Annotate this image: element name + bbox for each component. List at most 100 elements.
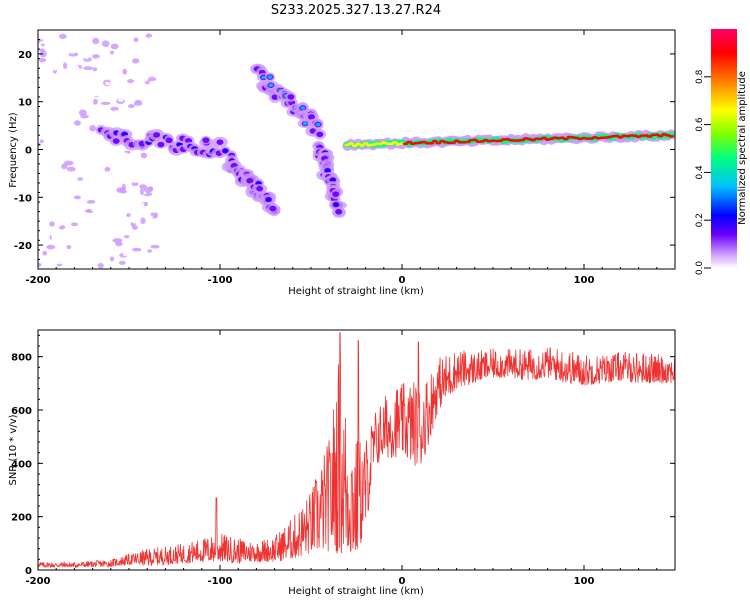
figure-title: S233.2025.327.13.27.R24 bbox=[271, 3, 441, 18]
heatmap-cell bbox=[38, 34, 46, 40]
heatmap-cell bbox=[128, 156, 133, 160]
heatmap-cell bbox=[49, 221, 55, 227]
heatmap-cell bbox=[216, 139, 224, 145]
heatmap-cell bbox=[335, 208, 343, 215]
snr-axes: -200 -100 0 100 0 200 400 600 800 bbox=[11, 330, 676, 587]
heatmap-cell bbox=[42, 257, 48, 263]
heatmap-cell bbox=[111, 36, 118, 42]
heatmap-cell bbox=[302, 121, 308, 126]
heatmap-cell bbox=[54, 83, 63, 91]
heatmap-cell bbox=[94, 202, 102, 210]
heatmap-cell bbox=[113, 148, 121, 153]
heatmap-cell bbox=[38, 190, 46, 195]
heatmap-cell bbox=[39, 121, 49, 129]
heatmap-cell bbox=[68, 87, 76, 95]
heatmap-cell bbox=[362, 141, 369, 145]
heatmap-cell bbox=[140, 217, 146, 225]
heatmap-cell bbox=[77, 256, 86, 262]
heatmap-cell bbox=[98, 177, 104, 182]
heatmap-cell bbox=[135, 158, 144, 163]
heatmap-cell bbox=[122, 224, 128, 231]
heatmap-cell bbox=[88, 249, 97, 255]
heatmap-cell bbox=[99, 159, 108, 164]
heatmap-cell bbox=[48, 57, 55, 64]
heatmap-cell bbox=[102, 211, 112, 218]
heatmap-cell bbox=[402, 142, 409, 146]
heatmap-cell bbox=[157, 141, 165, 148]
colorbar: 0.0 0.2 0.4 0.6 0.8 Normalized spectral ampl… bbox=[695, 29, 748, 275]
heatmap-cell bbox=[64, 103, 73, 111]
heatmap-cell bbox=[110, 43, 119, 50]
snr-panel: -200 -100 0 100 0 200 400 600 800 Height of stra… bbox=[8, 329, 676, 597]
heatmap-cell bbox=[70, 79, 79, 85]
heatmap-cell bbox=[148, 105, 157, 111]
heatmap-cell bbox=[40, 228, 48, 233]
heatmap-cell bbox=[55, 140, 60, 145]
heatmap-cell bbox=[74, 120, 81, 126]
heatmap-cell bbox=[95, 232, 106, 238]
heatmap-cell bbox=[135, 255, 144, 259]
heatmap-cell bbox=[46, 48, 51, 55]
heatmap-cell bbox=[121, 152, 129, 158]
heatmap-cell bbox=[86, 241, 93, 248]
heatmap-cell bbox=[139, 188, 144, 196]
heatmap-cell bbox=[87, 167, 93, 174]
heatmap-x-tick-label: 0 bbox=[399, 275, 406, 286]
heatmap-cell bbox=[84, 69, 94, 77]
snr-series-line bbox=[38, 332, 675, 569]
heatmap-cell bbox=[246, 178, 254, 184]
heatmap-cell bbox=[97, 141, 105, 148]
heatmap-cell bbox=[77, 248, 82, 254]
heatmap-cell bbox=[77, 252, 83, 258]
heatmap-cell bbox=[63, 160, 74, 166]
heatmap-y-tick-label: 0 bbox=[25, 146, 32, 157]
heatmap-cell bbox=[122, 251, 131, 257]
heatmap-cell bbox=[150, 244, 160, 249]
heatmap-cell bbox=[150, 115, 158, 119]
heatmap-cell bbox=[39, 48, 45, 52]
heatmap-xlabel: Height of straight line (km) bbox=[288, 286, 424, 297]
snr-ylabel: SNR (10 * v/v) bbox=[8, 414, 19, 485]
heatmap-cell bbox=[92, 37, 100, 45]
heatmap-cell bbox=[147, 238, 153, 243]
heatmap-feature-lower-arc bbox=[221, 155, 281, 217]
heatmap-cell bbox=[66, 154, 75, 160]
heatmap-cell bbox=[64, 204, 74, 211]
heatmap-cell bbox=[137, 195, 145, 199]
heatmap-cell bbox=[202, 137, 210, 143]
heatmap-cell bbox=[449, 141, 456, 145]
heatmap-cell bbox=[60, 174, 66, 180]
heatmap-cell bbox=[92, 220, 101, 227]
heatmap-cell bbox=[109, 50, 115, 55]
heatmap-cell bbox=[131, 182, 139, 187]
heatmap-cell bbox=[75, 217, 84, 221]
heatmap-cell bbox=[113, 50, 121, 58]
heatmap-cell bbox=[48, 141, 54, 146]
heatmap-cell bbox=[540, 136, 547, 140]
heatmap-cell bbox=[562, 137, 569, 141]
heatmap-y-tick-label: 10 bbox=[18, 98, 32, 109]
heatmap-cell bbox=[92, 67, 98, 72]
heatmap-cell bbox=[464, 140, 471, 144]
heatmap-feature-descending-streak bbox=[312, 140, 348, 218]
heatmap-cell bbox=[134, 230, 140, 237]
heatmap-cell bbox=[153, 84, 159, 89]
heatmap-cell bbox=[147, 40, 156, 44]
heatmap-cell bbox=[116, 119, 127, 126]
heatmap-cell bbox=[126, 213, 131, 218]
heatmap-cell bbox=[151, 66, 158, 73]
heatmap-cell bbox=[138, 89, 148, 95]
heatmap-cell bbox=[391, 140, 398, 144]
heatmap-cell bbox=[118, 86, 127, 94]
heatmap-cell bbox=[52, 221, 62, 228]
heatmap-cell bbox=[131, 247, 142, 252]
heatmap-cell bbox=[41, 112, 49, 117]
heatmap-cell bbox=[119, 104, 124, 109]
heatmap-cell bbox=[114, 151, 121, 156]
heatmap-cell bbox=[38, 241, 43, 248]
snr-frame bbox=[37, 329, 676, 571]
heatmap-cell bbox=[78, 109, 87, 116]
heatmap-cell bbox=[268, 83, 274, 87]
heatmap-cell bbox=[47, 138, 55, 142]
heatmap-cell bbox=[53, 90, 61, 95]
